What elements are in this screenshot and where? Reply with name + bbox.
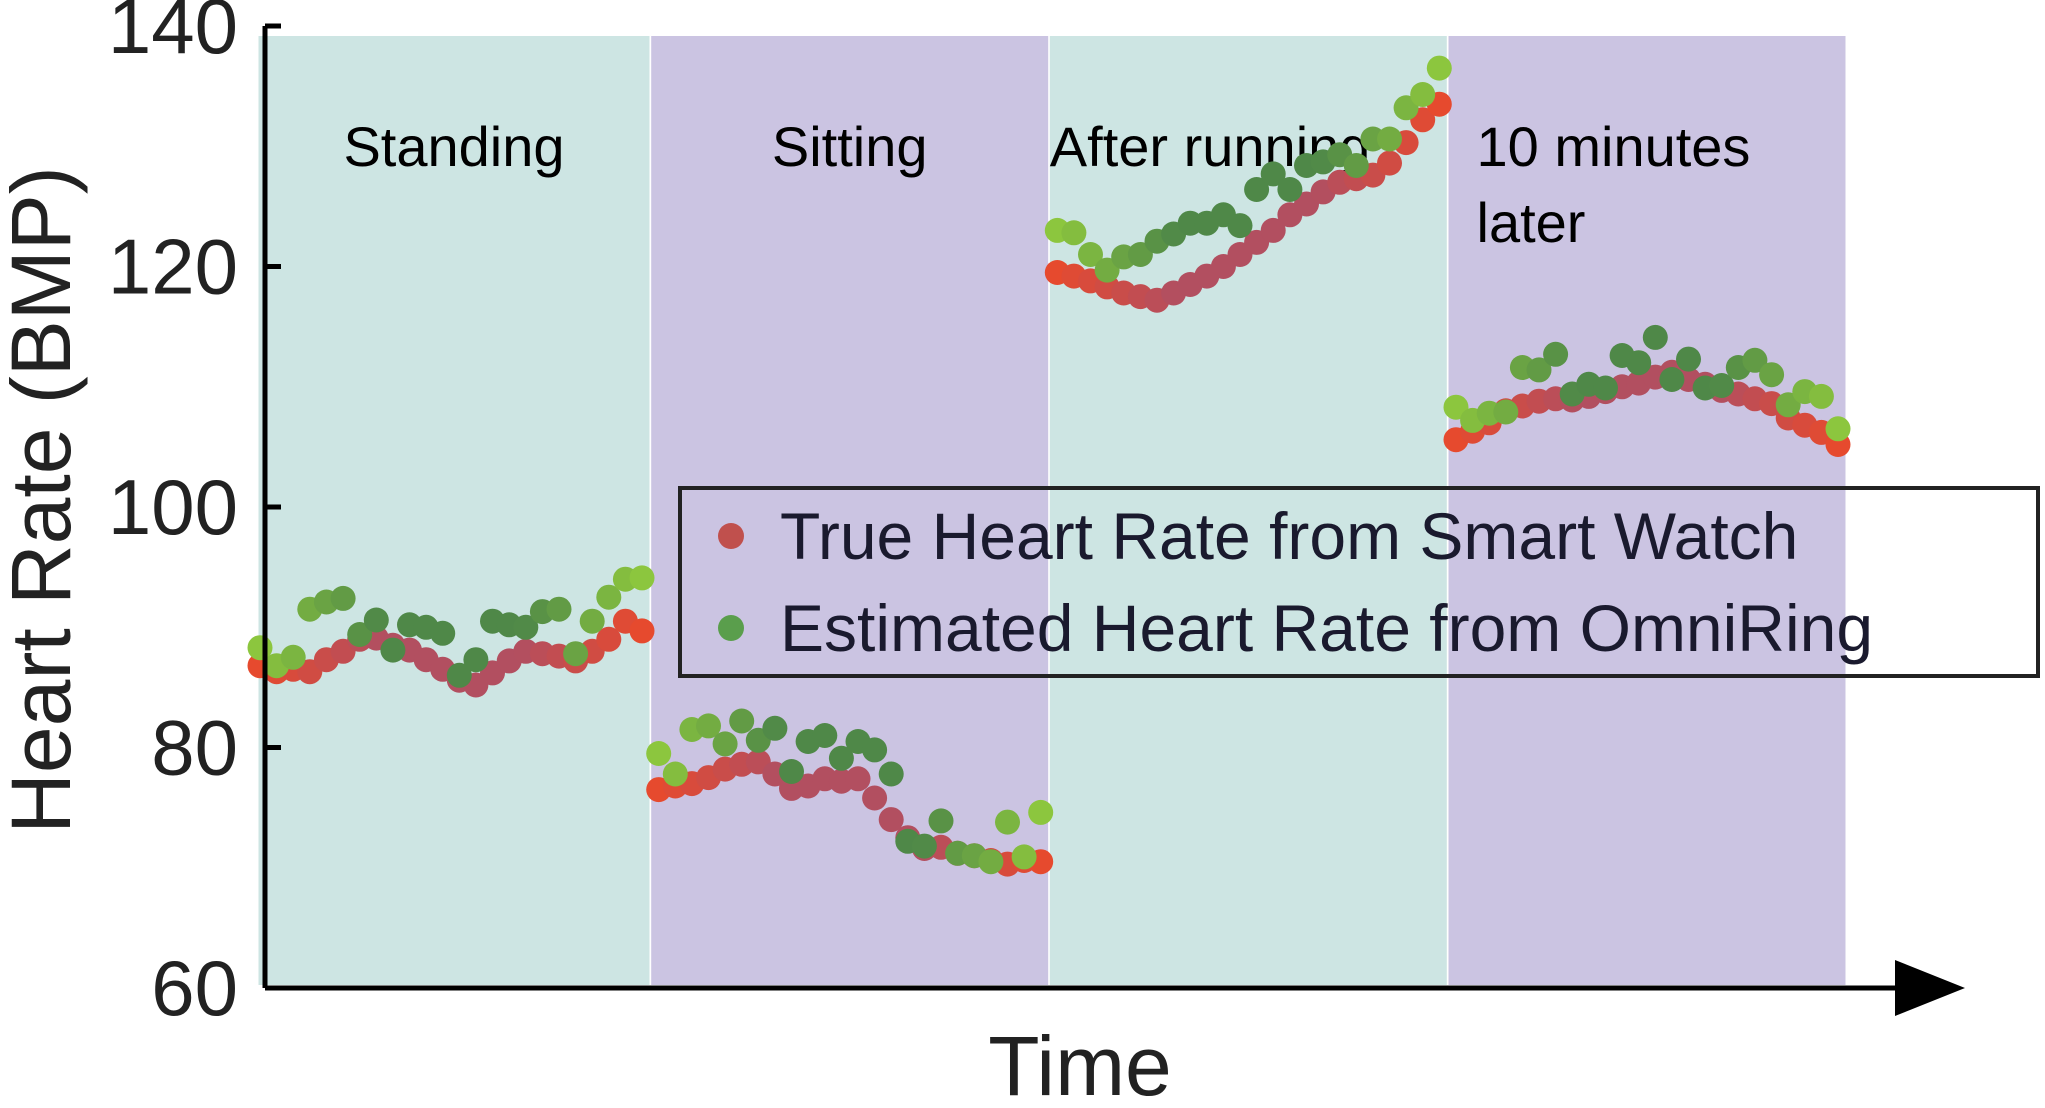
series-2-point-2	[779, 759, 804, 784]
phase-band-2	[651, 36, 1049, 985]
phase-label-line: 10 minutes	[1477, 115, 1751, 178]
series-2-point-2	[878, 761, 904, 787]
phase-label-line: later	[1477, 191, 1586, 254]
series-2-point-1	[513, 614, 539, 640]
legend-box	[678, 486, 2040, 678]
series-1-point-2	[862, 785, 888, 811]
series-2-point-2	[812, 723, 838, 748]
y-axis-label: Heart Rate (BMP)	[0, 166, 88, 834]
phase-label-line: Sitting	[772, 115, 928, 178]
series-2-point-2	[646, 741, 672, 766]
y-tick-label: 100	[108, 463, 238, 551]
series-2-point-3	[1426, 55, 1452, 81]
series-2-point-1	[629, 565, 655, 591]
series-2-point-3	[1061, 220, 1087, 246]
series-2-point-4	[1642, 324, 1668, 350]
series-2-point-2	[712, 731, 738, 757]
series-2-point-4	[1526, 357, 1552, 383]
series-1-point-2	[878, 807, 904, 833]
series-1-point-3	[1377, 150, 1402, 176]
series-2-point-2	[729, 708, 755, 734]
series-2-point-3	[1244, 177, 1270, 202]
series-2-point-4	[1543, 341, 1569, 367]
series-2-point-4	[1659, 367, 1685, 392]
series-2-point-4	[1709, 373, 1735, 398]
series-2-point-1	[446, 662, 472, 688]
series-2-point-1	[463, 647, 489, 673]
y-tick-label: 140	[108, 0, 238, 70]
phase-bands	[258, 36, 1846, 985]
phase-band-4	[1448, 36, 1846, 985]
series-2-point-1	[363, 607, 389, 633]
series-2-point-1	[380, 637, 406, 663]
series-2-point-2	[1011, 844, 1037, 870]
series-2-point-3	[1127, 242, 1153, 267]
y-tick-label: 80	[151, 704, 238, 792]
series-2-point-3	[1078, 242, 1103, 267]
series-2-points	[247, 55, 1851, 875]
series-2-point-2	[1028, 799, 1054, 825]
y-tick-label: 120	[108, 223, 238, 311]
series-2-point-4	[1759, 362, 1785, 388]
x-axis-label: Time	[988, 1019, 1172, 1103]
series-2-point-3	[1343, 153, 1369, 178]
series-2-point-2	[862, 737, 888, 763]
legend-marker-true-heart-rate	[718, 523, 744, 549]
series-2-point-4	[1825, 416, 1851, 442]
legend-label-true-heart-rate: True Heart Rate from Smart Watch	[780, 499, 1798, 573]
series-2-point-3	[1393, 95, 1419, 121]
series-2-point-4	[1493, 399, 1519, 425]
series-2-point-4	[1593, 375, 1618, 401]
series-2-point-1	[596, 584, 622, 610]
legend-marker-estimated-heart-rate	[718, 615, 744, 641]
series-2-point-3	[1260, 161, 1286, 187]
series-2-point-4	[1626, 350, 1652, 376]
series-2-point-2	[928, 808, 954, 834]
series-2-point-2	[911, 833, 937, 859]
series-2-point-4	[1742, 347, 1768, 373]
series-2-point-3	[1410, 82, 1436, 107]
series-1-point-2	[845, 766, 871, 792]
series-2-point-2	[978, 849, 1004, 875]
phase-labels: Standing Sitting After running 10 minutes la…	[343, 115, 1750, 254]
series-2-point-2	[762, 715, 788, 741]
legend: True Heart Rate from Smart Watch Estimat…	[678, 486, 2040, 678]
series-2-point-4	[1808, 383, 1834, 409]
series-2-point-1	[579, 608, 605, 634]
legend-label-estimated-heart-rate: Estimated Heart Rate from OmniRing	[780, 591, 1873, 665]
series-2-point-2	[696, 713, 721, 739]
x-axis-arrowhead	[1895, 960, 1965, 1016]
series-2-point-4	[1676, 346, 1701, 372]
series-2-point-1	[430, 620, 456, 646]
series-1-point-1	[629, 618, 655, 644]
series-2-point-1	[347, 622, 373, 647]
series-2-point-1	[280, 644, 306, 670]
phase-label-1: Standing	[343, 115, 564, 178]
series-2-point-3	[1227, 213, 1253, 239]
phase-label-2: Sitting	[772, 115, 928, 178]
series-2-point-2	[828, 745, 854, 771]
series-2-point-1	[330, 585, 356, 611]
series-2-point-3	[1277, 177, 1303, 202]
y-tick-label: 60	[151, 944, 238, 1032]
phase-label-4: 10 minutes later	[1477, 115, 1751, 254]
series-1-point-1	[596, 626, 622, 652]
series-2-point-1	[563, 641, 589, 667]
y-ticks: 60 80 100 120 140	[108, 0, 281, 1032]
series-2-point-1	[546, 596, 572, 622]
series-2-point-3	[1377, 126, 1402, 152]
series-2-point-2	[995, 809, 1020, 835]
phase-band-1	[258, 36, 650, 985]
phase-label-line: Standing	[343, 115, 564, 178]
series-1-point-3	[1260, 217, 1286, 243]
series-2-point-2	[662, 761, 688, 787]
data-series	[247, 55, 1851, 877]
